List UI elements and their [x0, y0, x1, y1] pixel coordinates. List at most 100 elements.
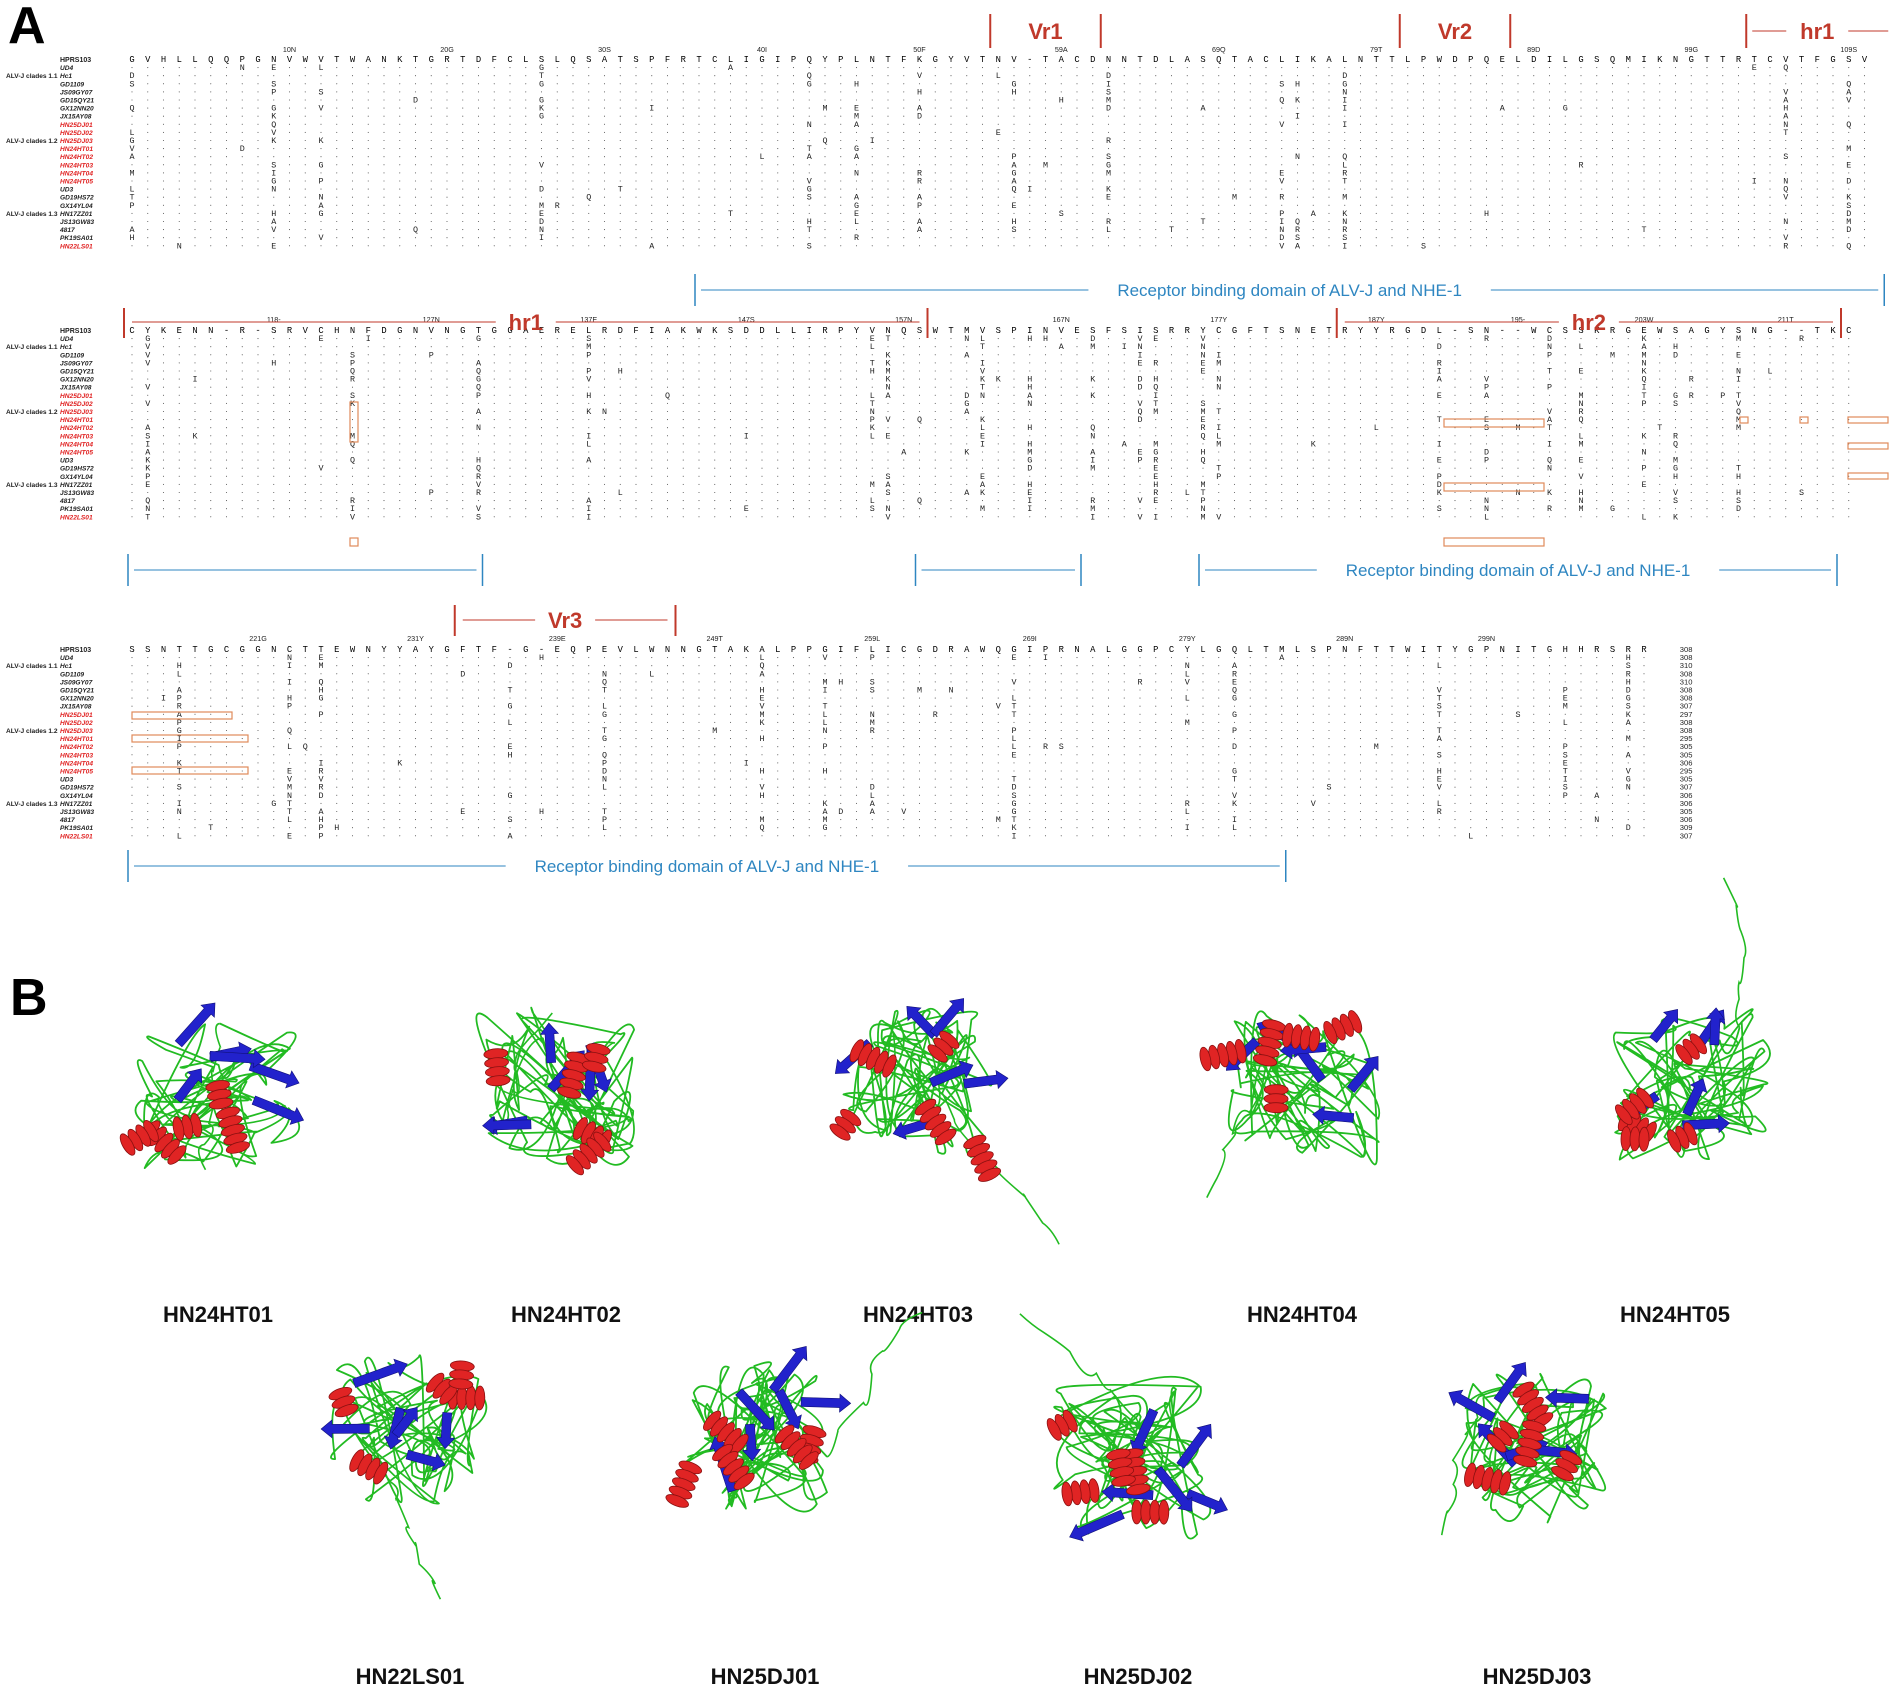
identity-dot: [178, 362, 180, 364]
substitution: Q: [1279, 96, 1284, 106]
sub-bg: [1010, 200, 1018, 209]
identity-dot: [525, 83, 527, 85]
ref-residue: R: [1610, 326, 1616, 336]
identity-dot: [1643, 188, 1645, 190]
identity-dot: [1060, 139, 1062, 142]
substitution: E: [1106, 193, 1111, 203]
identity-dot: [1139, 91, 1141, 93]
identity-dot: [493, 75, 495, 77]
identity-dot: [1627, 75, 1629, 77]
identity-dot: [414, 180, 417, 182]
identity-dot: [1029, 131, 1031, 133]
identity-dot: [178, 338, 180, 340]
identity-dot: [1296, 338, 1299, 340]
identity-dot: [792, 131, 795, 133]
identity-dot: [572, 123, 574, 125]
identity-dot: [1706, 362, 1708, 364]
identity-dot: [1375, 346, 1377, 348]
identity-dot: [1832, 131, 1834, 133]
identity-dot: [714, 229, 716, 231]
substitution: Q: [807, 71, 812, 81]
identity-dot: [792, 435, 795, 437]
identity-dot: [414, 91, 417, 93]
identity-dot: [1533, 212, 1535, 214]
identity-dot: [1249, 338, 1251, 340]
identity-dot: [1611, 346, 1614, 348]
identity-dot: [1769, 402, 1771, 404]
identity-dot: [1359, 188, 1362, 190]
identity-dot: [462, 338, 464, 340]
identity-dot: [1312, 148, 1314, 150]
identity-dot: [714, 402, 716, 404]
identity-dot: [682, 402, 684, 404]
identity-dot: [651, 237, 653, 239]
ref-residue: Q: [224, 55, 229, 65]
identity-dot: [1564, 75, 1566, 77]
identity-dot: [1611, 156, 1614, 158]
identity-dot: [1170, 156, 1173, 158]
identity-dot: [635, 362, 637, 364]
identity-dot: [903, 237, 905, 239]
substitution: E: [318, 334, 323, 344]
identity-dot: [1391, 419, 1393, 421]
identity-dot: [682, 172, 684, 174]
identity-dot: [1202, 378, 1204, 380]
identity-dot: [635, 410, 637, 413]
identity-dot: [1186, 212, 1188, 214]
identity-dot: [241, 419, 243, 421]
substitution: N: [1342, 87, 1347, 97]
identity-dot: [225, 354, 228, 356]
identity-dot: [1060, 237, 1062, 239]
identity-dot: [194, 156, 196, 158]
ref-residue: G: [397, 326, 402, 336]
identity-dot: [383, 245, 385, 247]
identity-dot: [509, 362, 511, 364]
identity-dot: [903, 115, 905, 117]
identity-dot: [1391, 123, 1393, 125]
identity-dot: [1627, 237, 1629, 239]
identity-dot: [1029, 354, 1031, 356]
identity-dot: [1407, 378, 1409, 380]
substitution: R: [854, 233, 859, 243]
identity-dot: [588, 204, 590, 206]
identity-dot: [714, 131, 716, 133]
identity-dot: [635, 164, 637, 166]
identity-dot: [761, 370, 763, 372]
identity-dot: [1832, 394, 1834, 396]
sub-bg: [1340, 95, 1349, 104]
identity-dot: [210, 148, 212, 150]
identity-dot: [1233, 212, 1236, 214]
identity-dot: [918, 188, 921, 190]
identity-dot: [210, 180, 212, 182]
identity-dot: [1422, 220, 1425, 223]
identity-dot: [619, 237, 621, 239]
identity-dot: [1848, 394, 1850, 396]
sub-bg: [1104, 184, 1113, 193]
identity-dot: [1769, 75, 1771, 77]
identity-dot: [1769, 378, 1771, 380]
identity-dot: [336, 338, 338, 340]
identity-dot: [1076, 172, 1078, 174]
identity-dot: [162, 156, 165, 158]
identity-dot: [824, 402, 826, 404]
identity-dot: [147, 107, 149, 109]
identity-dot: [1470, 346, 1472, 348]
identity-dot: [1265, 180, 1267, 182]
identity-dot: [950, 139, 952, 142]
identity-dot: [1296, 346, 1299, 348]
identity-dot: [1580, 123, 1582, 125]
identity-dot: [1249, 402, 1251, 404]
identity-dot: [1328, 204, 1330, 206]
identity-dot: [1580, 115, 1582, 117]
ref-residue: T: [1043, 55, 1048, 65]
identity-dot: [918, 394, 921, 396]
ref-residue: I: [807, 326, 812, 336]
identity-dot: [525, 107, 527, 109]
identity-dot: [1233, 338, 1236, 340]
identity-dot: [257, 148, 259, 150]
ref-residue: R: [240, 326, 246, 336]
identity-dot: [225, 75, 228, 77]
identity-dot: [840, 237, 842, 239]
identity-dot: [1107, 148, 1110, 150]
identity-dot: [1800, 196, 1803, 198]
